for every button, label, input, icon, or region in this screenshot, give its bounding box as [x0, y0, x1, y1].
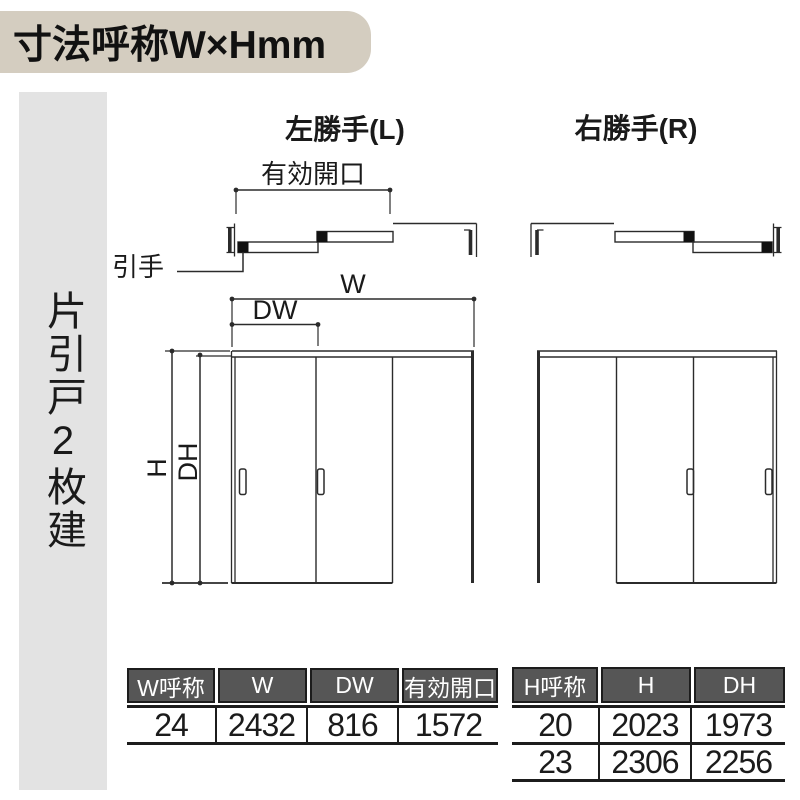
table-cell: 816 [308, 707, 399, 743]
table-cell: 2306 [600, 744, 692, 780]
plan-door-panel-rear [614, 230, 695, 243]
panel-handle-block [683, 231, 694, 242]
plan-right-jamb-right [772, 223, 782, 257]
table-header-cell: W [218, 668, 307, 703]
panel-handle-block [317, 231, 328, 242]
h-label: H [142, 458, 172, 478]
height-table-header-row: H呼称 H DH [512, 667, 785, 703]
width-table-header-row: W呼称 W DW 有効開口 [127, 668, 498, 703]
table-cell: 2432 [217, 707, 308, 743]
door-handle [764, 468, 773, 496]
dim-dot [197, 352, 203, 358]
table-cell: 2023 [600, 707, 692, 743]
table-header-cell: DW [310, 668, 399, 703]
width-table: W呼称 W DW 有効開口 24 2432 816 1572 [127, 668, 498, 745]
table-cell: 2256 [704, 743, 773, 780]
pull-handle-label: 引手 [112, 252, 164, 282]
diagram-left: 左勝手(L) 有効開口 [112, 114, 478, 586]
height-table-row: 20 2023 1973 [512, 705, 785, 745]
plan-right-jamb-left [530, 223, 544, 257]
diagram-right-title: 右勝手(R) [575, 113, 698, 144]
height-table: H呼称 H DH 20 2023 1973 23 2306 2256 [512, 667, 785, 782]
table-header-cell: 有効開口 [402, 668, 498, 703]
elevation-left: W DW H DH [142, 269, 477, 586]
height-table-row: 23 2306 2256 [512, 743, 785, 782]
plan-right [530, 222, 782, 257]
table-header-cell: W呼称 [127, 668, 215, 703]
table-header-cell: H呼称 [512, 667, 598, 703]
w-label: W [340, 269, 366, 299]
door-handle [686, 468, 695, 496]
diagram-right: 右勝手(R) [530, 113, 782, 584]
panel-handle-block [761, 242, 772, 253]
panel-handle-block [238, 242, 249, 253]
width-table-row: 24 2432 816 1572 [127, 705, 498, 745]
page-title: 寸法呼称W×Hmm [13, 24, 327, 67]
door-handle [238, 468, 247, 496]
plan-door-panel-front [237, 241, 319, 254]
table-cell: 1572 [414, 706, 483, 743]
dim-dot [229, 322, 235, 327]
table-cell: 24 [127, 707, 217, 743]
dh-label: DH [173, 443, 203, 482]
diagram-left-title: 左勝手(L) [285, 114, 405, 145]
effective-opening-label: 有効開口 [261, 159, 365, 189]
table-cell: 1973 [704, 706, 773, 743]
table-cell: 20 [512, 707, 600, 743]
dim-dot [197, 580, 203, 586]
pull-handle-leader [177, 252, 244, 273]
plan-left-jamb-left [226, 223, 236, 257]
elevation-right [537, 350, 778, 584]
door-frame-left [230, 350, 474, 584]
plan-door-panel-rear [316, 230, 394, 243]
table-header-cell: DH [694, 667, 785, 703]
door-frame-right [537, 350, 778, 584]
door-handle [316, 468, 325, 496]
dw-label: DW [253, 295, 298, 325]
side-tab-label: 片引戸2枚建 [41, 290, 85, 552]
table-cell: 23 [512, 744, 600, 780]
plan-door-panel-front [692, 241, 773, 254]
plan-left: 有効開口 [112, 159, 478, 282]
plan-left-jamb-right [464, 223, 478, 257]
side-tab: 片引戸2枚建 [19, 92, 107, 790]
title-banner: 寸法呼称W×Hmm [0, 11, 371, 73]
table-header-cell: H [601, 667, 691, 703]
